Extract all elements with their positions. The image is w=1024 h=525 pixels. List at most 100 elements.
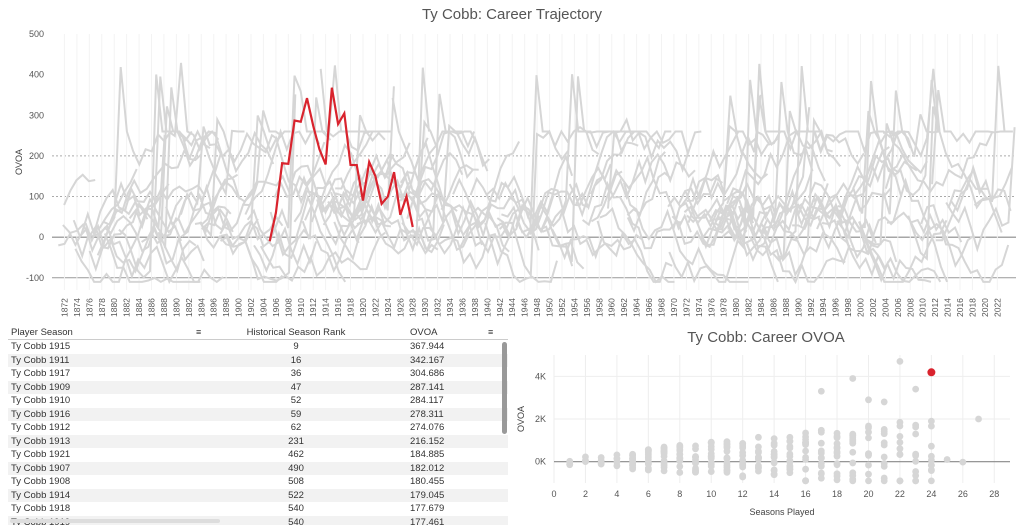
x-tick-label: 1980	[731, 298, 741, 317]
table-row[interactable]: Ty Cobb 1910 52 284.117	[8, 394, 508, 408]
y-tick-label: 4K	[535, 371, 546, 381]
background-series-line	[198, 205, 232, 234]
table-header: Player Season ≡ Historical Season Rank O…	[8, 324, 508, 340]
scatter-point	[739, 449, 747, 456]
background-series-line	[72, 106, 193, 254]
background-series-line	[269, 194, 347, 283]
header-player-season[interactable]: Player Season	[11, 327, 73, 338]
background-series-line	[807, 80, 928, 229]
background-series-line	[103, 233, 224, 284]
scatter-point	[660, 453, 668, 460]
cell-season-rank: 62	[290, 422, 302, 433]
table-row[interactable]: Ty Cobb 1913 231 216.152	[8, 434, 508, 448]
cell-season-rank: 540	[288, 503, 304, 514]
table-row[interactable]: Ty Cobb 1908 508 180.455	[8, 475, 508, 489]
scatter-point	[770, 435, 778, 443]
table-row[interactable]: Ty Cobb 1915 9 367.944	[8, 340, 508, 354]
vertical-scrollbar[interactable]	[502, 342, 507, 434]
background-series-line	[438, 232, 558, 284]
background-series-line	[194, 75, 321, 250]
scatter-point	[865, 450, 872, 458]
background-series-line	[400, 169, 520, 255]
background-series-line	[667, 95, 781, 209]
scatter-point	[770, 453, 778, 461]
horizontal-scrollbar[interactable]	[10, 519, 220, 523]
header-season-rank[interactable]: Historical Season Rank	[246, 327, 346, 338]
x-tick-label: 1954	[569, 298, 579, 317]
background-series-line	[687, 131, 740, 224]
cell-season-rank: 47	[290, 381, 302, 393]
sort-icon[interactable]: ≡	[196, 327, 202, 337]
cell-ovoa: 287.141	[410, 381, 445, 393]
table-row[interactable]: Ty Cobb 1911 16 342.167	[8, 353, 508, 367]
scatter-point	[849, 475, 857, 483]
x-tick-label: 22	[895, 489, 905, 499]
x-tick-label: 28	[989, 489, 999, 499]
table-row[interactable]: Ty Cobb 1916 59 278.311	[8, 407, 508, 421]
x-tick-label: 1922	[370, 298, 380, 317]
scatter-point	[786, 444, 794, 452]
cell-season-rank: 36	[290, 368, 302, 379]
table-row[interactable]: Ty Cobb 1912 62 274.076	[8, 421, 508, 435]
x-tick-label: 20	[863, 489, 873, 499]
table-row[interactable]: Ty Cobb 1914 522 179.045	[8, 488, 508, 502]
scatter-point	[833, 444, 841, 452]
table-row[interactable]: Ty Cobb 1907 490 182.012	[8, 461, 508, 475]
sort-icon[interactable]: ≡	[488, 327, 494, 337]
cell-season-rank: 462	[288, 449, 304, 460]
header-ovoa[interactable]: OVOA	[410, 327, 438, 338]
x-tick-label: 1982	[744, 298, 754, 317]
scatter-point	[927, 442, 935, 450]
ty-cobb-point	[927, 368, 936, 377]
background-series-line	[508, 187, 585, 270]
background-series-line	[529, 163, 612, 236]
x-tick-label: 1972	[681, 298, 691, 317]
background-series-line	[102, 135, 223, 226]
cell-player-season: Ty Cobb 1909	[11, 381, 71, 393]
x-tick-label: 1988	[781, 298, 791, 317]
background-series-line	[788, 66, 865, 238]
background-series-line	[882, 114, 940, 158]
scatter-point	[880, 453, 888, 461]
x-tick-label: 1942	[495, 298, 505, 317]
scatter-point	[660, 467, 668, 475]
scatter-point	[629, 462, 637, 469]
scatter-point	[723, 444, 731, 451]
x-tick-label: 1964	[632, 298, 642, 317]
scatter-point	[912, 457, 920, 465]
scatter-point	[676, 455, 684, 463]
background-series-line	[322, 192, 437, 255]
cell-season-rank: 508	[288, 476, 304, 487]
x-tick-label: 24	[926, 489, 936, 499]
table-row[interactable]: Ty Cobb 1918 540 177.679	[8, 502, 508, 516]
background-series-line	[321, 177, 392, 228]
x-tick-label: 1962	[619, 298, 629, 317]
background-series-line	[590, 154, 692, 233]
x-tick-label: 1888	[159, 298, 169, 317]
background-series-line	[672, 94, 762, 230]
background-series-line	[88, 67, 203, 273]
scatter-point	[865, 477, 872, 485]
background-series-line	[947, 65, 1011, 209]
table-row[interactable]: Ty Cobb 1921 462 184.885	[8, 448, 508, 462]
x-tick-label: 2014	[943, 298, 953, 317]
y-tick-label: 2K	[535, 414, 546, 424]
scatter-point	[707, 439, 715, 447]
x-tick-label: 1912	[308, 298, 318, 317]
cell-season-rank: 16	[290, 354, 302, 366]
x-tick-label: 1882	[122, 298, 132, 317]
table-row[interactable]: Ty Cobb 1909 47 287.141	[8, 380, 508, 394]
scatter-point	[692, 465, 699, 472]
x-tick-label: 2	[583, 489, 588, 499]
table-row[interactable]: Ty Cobb 1917 36 304.686	[8, 367, 508, 381]
cell-player-season: Ty Cobb 1913	[11, 435, 71, 447]
scatter-point	[755, 453, 762, 461]
scatter-point	[770, 441, 778, 449]
scatter-point	[896, 450, 904, 458]
scatter-point	[849, 469, 857, 477]
x-tick-label: 1990	[793, 298, 803, 317]
background-series-line	[219, 218, 259, 256]
x-tick-label: 1950	[545, 298, 555, 317]
scatter-point	[739, 461, 747, 469]
scatter-point	[644, 466, 652, 474]
